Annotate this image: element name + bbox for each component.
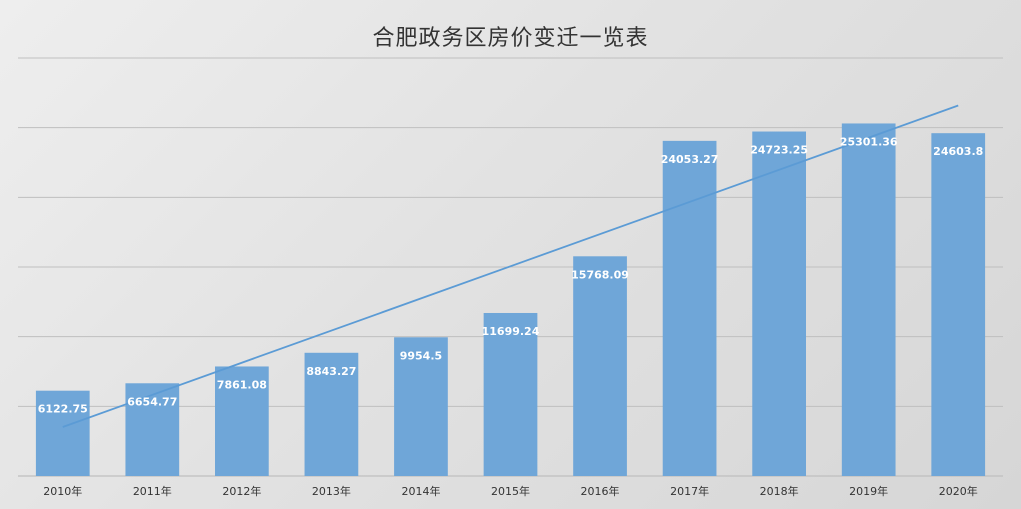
data-label: 24053.27 <box>661 153 719 166</box>
bar <box>394 337 448 476</box>
x-tick-label: 2013年 <box>312 484 351 498</box>
bar <box>841 123 896 477</box>
data-label: 24603.8 <box>933 145 983 158</box>
bar <box>125 383 180 476</box>
chart-title: 合肥政务区房价变迁一览表 <box>372 26 649 51</box>
bar <box>483 312 538 476</box>
data-label: 15768.09 <box>571 268 629 281</box>
trendline-layer <box>62 104 959 428</box>
x-tick-label: 2017年 <box>670 484 709 498</box>
x-tick-label: 2019年 <box>849 484 888 498</box>
data-label: 7861.08 <box>217 378 267 391</box>
bar <box>35 390 90 476</box>
data-label: 24723.25 <box>750 144 808 157</box>
data-label: 8843.27 <box>306 365 356 378</box>
x-tick-label: 2018年 <box>760 484 799 498</box>
data-label: 6122.75 <box>38 403 88 416</box>
x-tick-labels: 2010年 2011年 2012年 2013年 2014年 2015年 2016年 2017年… <box>43 484 977 498</box>
bar <box>931 133 986 476</box>
data-label: 9954.5 <box>400 349 442 362</box>
bar <box>304 352 359 476</box>
data-label: 25301.36 <box>840 135 898 148</box>
trendline <box>62 104 959 428</box>
x-tick-label: 2012年 <box>222 484 261 498</box>
x-tick-label: 2015年 <box>491 484 530 498</box>
bar <box>662 140 717 476</box>
data-labels: 6122.75 6654.77 7861.08 8843.27 9954.5 11699.… <box>38 135 984 415</box>
x-tick-label: 2011年 <box>133 484 172 498</box>
data-label: 11699.24 <box>482 325 540 338</box>
bars <box>35 123 986 477</box>
bar <box>573 256 627 476</box>
data-label: 6654.77 <box>127 395 177 408</box>
x-tick-label: 2014年 <box>401 484 440 498</box>
x-tick-label: 2016年 <box>581 484 620 498</box>
bar <box>215 366 269 476</box>
x-tick-label: 2020年 <box>939 484 978 498</box>
x-tick-label: 2010年 <box>43 484 82 498</box>
bar <box>752 131 806 477</box>
